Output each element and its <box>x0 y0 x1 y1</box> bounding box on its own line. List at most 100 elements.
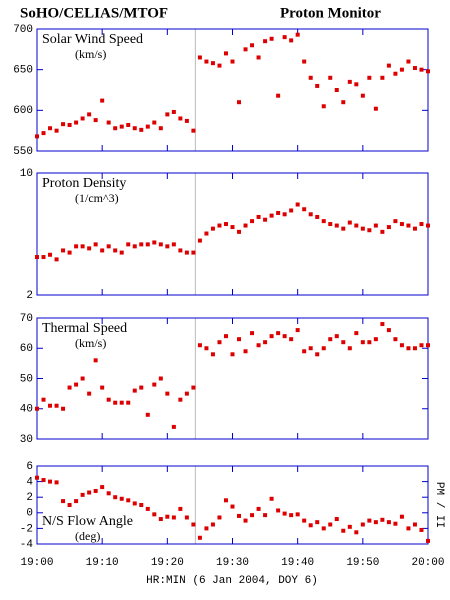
data-point <box>269 334 274 339</box>
data-point <box>289 38 294 43</box>
data-point <box>197 343 202 348</box>
data-point <box>67 385 72 390</box>
panel-title: N/S Flow Angle <box>42 514 133 529</box>
data-point <box>399 343 404 348</box>
data-point <box>87 490 92 495</box>
data-point <box>113 248 118 253</box>
data-point <box>406 526 411 531</box>
data-point <box>210 226 215 231</box>
data-point <box>341 100 346 105</box>
data-point <box>197 55 202 60</box>
data-point <box>145 506 150 511</box>
data-point <box>360 340 365 345</box>
data-point <box>171 515 176 520</box>
data-point <box>217 515 222 520</box>
data-point <box>237 229 242 234</box>
data-point <box>386 520 391 525</box>
data-point <box>334 517 339 522</box>
data-point <box>360 522 365 527</box>
data-point <box>80 376 85 381</box>
data-point <box>210 352 215 357</box>
data-point <box>412 346 417 351</box>
data-point <box>139 503 144 507</box>
y-tick-label: 30 <box>20 434 33 446</box>
data-point <box>119 250 124 255</box>
data-point <box>100 385 105 390</box>
data-point <box>315 520 320 525</box>
data-point <box>386 328 391 333</box>
data-point <box>93 358 98 363</box>
x-tick-label: 19:30 <box>216 557 249 569</box>
data-point <box>276 508 281 513</box>
data-point <box>347 220 352 225</box>
data-point <box>145 242 150 247</box>
x-tick-label: 19:00 <box>20 557 53 569</box>
data-point <box>250 331 255 336</box>
data-point <box>48 479 53 484</box>
data-point <box>276 210 281 215</box>
data-point <box>276 93 281 98</box>
data-point <box>230 504 235 509</box>
panel-unit: (1/cm^3) <box>75 191 119 205</box>
data-point <box>80 492 85 497</box>
data-point <box>237 100 242 105</box>
data-point <box>35 255 39 260</box>
x-tick-label: 19:10 <box>86 557 119 569</box>
data-point <box>406 59 411 64</box>
data-point <box>295 32 300 37</box>
data-point <box>119 124 124 129</box>
data-point <box>171 109 176 114</box>
data-point <box>223 222 228 227</box>
data-point <box>41 131 46 136</box>
y-tick-label: 40 <box>20 404 33 416</box>
data-point <box>250 219 255 224</box>
data-point <box>302 59 307 64</box>
y-tick-label: 60 <box>20 343 33 355</box>
y-tick-label: 4 <box>26 477 33 489</box>
data-point <box>263 217 268 222</box>
data-point <box>158 242 163 247</box>
data-point <box>165 244 170 249</box>
data-point <box>230 59 235 64</box>
data-point <box>256 55 261 60</box>
data-point <box>373 223 378 228</box>
data-point <box>100 98 105 103</box>
x-tick-label: 19:20 <box>151 557 184 569</box>
data-point <box>100 248 105 253</box>
data-point <box>393 71 398 76</box>
data-point <box>426 223 430 228</box>
y-tick-label: 650 <box>13 65 33 77</box>
data-point <box>145 124 150 129</box>
data-point <box>67 122 72 127</box>
data-point <box>412 226 417 231</box>
data-point <box>302 518 307 523</box>
data-point <box>373 106 378 111</box>
data-point <box>132 244 137 249</box>
data-point <box>119 400 124 405</box>
panel-unit: (deg) <box>75 529 100 543</box>
data-point <box>210 61 215 66</box>
data-point <box>380 75 385 80</box>
y-tick-label: -4 <box>20 539 34 551</box>
data-point <box>302 207 307 212</box>
data-point <box>406 346 411 351</box>
y-tick-label: 700 <box>13 24 33 36</box>
data-point <box>289 513 294 518</box>
data-point <box>230 225 235 230</box>
data-point <box>152 382 157 387</box>
data-point <box>139 242 144 247</box>
data-point <box>399 514 404 519</box>
data-point <box>341 226 346 231</box>
data-point <box>100 485 105 490</box>
data-point <box>106 491 111 496</box>
data-point <box>328 75 333 80</box>
data-point <box>113 400 118 405</box>
data-point <box>152 240 157 245</box>
data-point <box>334 334 339 339</box>
data-point <box>41 397 46 402</box>
y-tick-label: 550 <box>13 146 33 158</box>
data-point <box>54 403 59 408</box>
data-point <box>106 120 111 125</box>
panel-unit: (km/s) <box>75 47 106 61</box>
